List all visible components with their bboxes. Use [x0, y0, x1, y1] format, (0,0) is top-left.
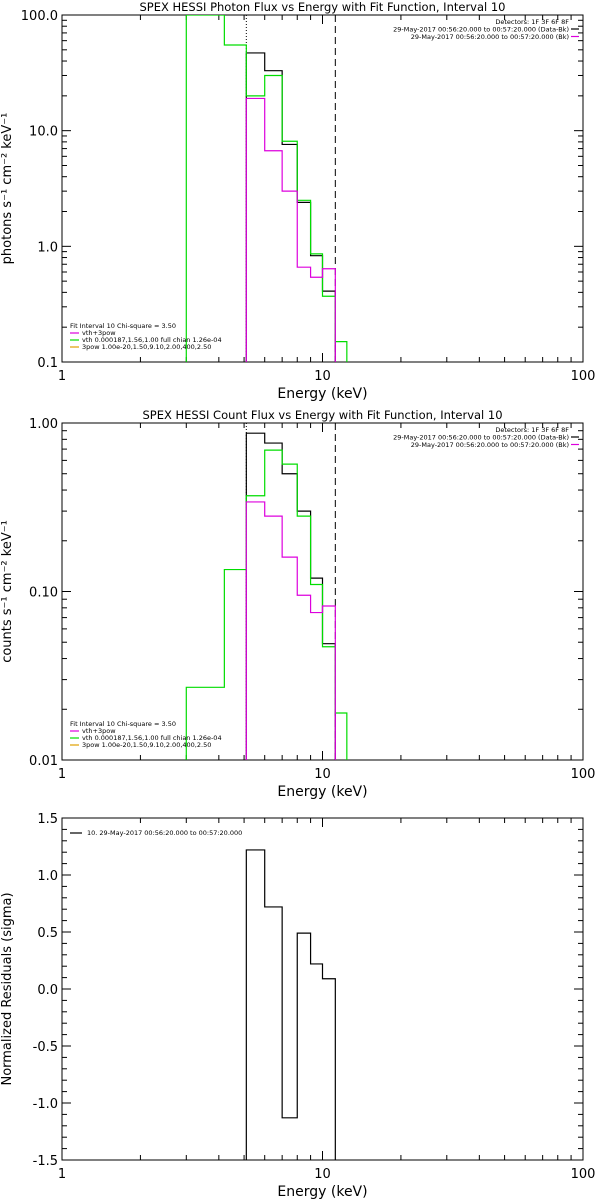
y-tick-label: 0.10: [29, 586, 58, 601]
y-tick-label: -1.5: [33, 1154, 58, 1169]
fit-text: Fit Interval 10 Chi-square = 3.50: [70, 322, 176, 330]
chart-panel-3: 1 10 100 Energy (keV) -1.5 -1.0 -0.5 0.0 0.5 1.0 1…: [0, 812, 595, 1200]
series-line: [185, 449, 348, 760]
legend-text: 10. 29-May-2017 00:56:20.000 to 00:57:20…: [87, 829, 242, 837]
x-axis-label: Energy (keV): [277, 386, 367, 402]
y-tick-label: -0.5: [33, 1040, 58, 1055]
fit-text: 3pow 1.00e-20,1.50,9.10,2.00,400,2.50: [82, 343, 211, 351]
chart-panel-2: SPEX HESSI Count Flux vs Energy with Fit…: [0, 408, 595, 800]
x-tick-label: 100: [571, 1167, 596, 1182]
chart-panel-1: SPEX HESSI Photon Flux vs Energy with Fi…: [0, 0, 595, 402]
y-tick-label: 1.0: [37, 240, 58, 255]
x-axis-label: Energy (keV): [277, 784, 367, 800]
x-tick-label: 1: [58, 369, 66, 384]
series-line: [245, 97, 336, 362]
series-line: [185, 15, 348, 362]
series-line: [245, 849, 336, 1160]
x-tick-label: 10: [314, 767, 331, 782]
series-line: [245, 501, 336, 760]
fit-text: 3pow 1.00e-20,1.50,9.10,2.00,400,2.50: [82, 741, 211, 749]
info-text: 29-May-2017 00:56:20.000 to 00:57:20.000…: [393, 434, 569, 442]
fit-text: vth 0.000187,1.56,1.00 full chian 1.26e-…: [82, 734, 222, 742]
y-axis-label: photons s⁻¹ cm⁻² keV⁻¹: [0, 113, 15, 265]
y-tick-label: 0.1: [37, 356, 58, 371]
plot-frame: [61, 817, 584, 1161]
x-axis-label: Energy (keV): [277, 1184, 367, 1200]
y-tick-label: -1.0: [33, 1097, 58, 1112]
series-group: [245, 849, 336, 1160]
fit-text: vth 0.000187,1.56,1.00 full chian 1.26e-…: [82, 336, 222, 344]
info-text: Detectors: 1F 3F 6F 8F: [495, 18, 569, 26]
series-group: [185, 432, 348, 760]
plot-frame: [61, 14, 584, 363]
chart-title: SPEX HESSI Photon Flux vs Energy with Fi…: [139, 0, 505, 14]
series-group: [185, 15, 348, 362]
series-line: [245, 52, 336, 362]
y-tick-label: 0.0: [37, 983, 58, 998]
fit-text: vth+3pow: [82, 727, 116, 735]
info-text: 29-May-2017 00:56:20.000 to 00:57:20.000…: [393, 26, 569, 34]
info-text: 29-May-2017 00:56:20.000 to 00:57:20.000…: [411, 441, 569, 449]
chart-title: SPEX HESSI Count Flux vs Energy with Fit…: [142, 408, 502, 422]
fit-text: vth+3pow: [82, 329, 116, 337]
y-tick-label: 0.5: [37, 926, 58, 941]
y-tick-label: 10.0: [29, 125, 58, 140]
x-tick-label: 10: [314, 369, 331, 384]
fit-text: Fit Interval 10 Chi-square = 3.50: [70, 720, 176, 728]
y-axis-label: Normalized Residuals (sigma): [0, 892, 15, 1085]
y-tick-label: 1.5: [37, 812, 58, 827]
y-tick-label: 0.01: [29, 754, 58, 769]
y-tick-label: 100.0: [21, 9, 58, 24]
x-tick-label: 100: [571, 369, 596, 384]
y-tick-label: 1.00: [29, 417, 58, 432]
info-text: Detectors: 1F 3F 6F 8F: [495, 426, 569, 434]
info-text: 29-May-2017 00:56:20.000 to 00:57:20.000…: [411, 33, 569, 41]
y-tick-label: 1.0: [37, 869, 58, 884]
x-tick-label: 10: [314, 1167, 331, 1182]
y-axis-label: counts s⁻¹ cm⁻² keV⁻¹: [0, 520, 15, 663]
x-tick-label: 100: [571, 767, 596, 782]
x-tick-label: 1: [58, 767, 66, 782]
x-tick-label: 1: [58, 1167, 66, 1182]
